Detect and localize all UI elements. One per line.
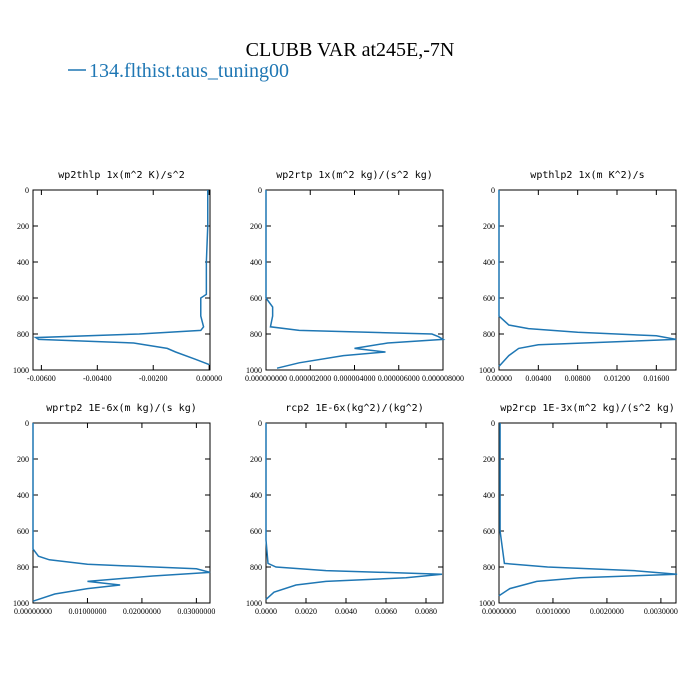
- y-tick-label: 0: [258, 419, 262, 428]
- x-tick-label: 0.00400: [525, 374, 551, 383]
- y-tick-label: 1000: [479, 366, 495, 375]
- y-tick-label: 1000: [13, 599, 29, 608]
- y-tick-label: 400: [250, 491, 262, 500]
- y-tick-label: 0: [491, 419, 495, 428]
- profile-line: [498, 423, 678, 597]
- y-tick-label: 1000: [246, 599, 262, 608]
- x-tick-label: 0.000002000: [289, 374, 331, 383]
- y-tick-label: 800: [250, 563, 262, 572]
- y-tick-label: 200: [250, 455, 262, 464]
- x-tick-label: 0.0080: [415, 607, 437, 616]
- x-tick-label: -0.00200: [139, 374, 168, 383]
- y-tick-label: 600: [250, 527, 262, 536]
- y-tick-label: 800: [483, 563, 495, 572]
- x-tick-label: 0.0020000: [590, 607, 624, 616]
- subplot-title: wp2thlp 1x(m^2 K)/s^2: [58, 170, 184, 181]
- y-tick-label: 600: [483, 294, 495, 303]
- y-tick-label: 600: [17, 294, 29, 303]
- x-tick-label: 0.00000: [196, 374, 222, 383]
- y-tick-label: 400: [483, 258, 495, 267]
- y-tick-label: 800: [250, 330, 262, 339]
- y-tick-label: 400: [483, 491, 495, 500]
- plot-frame: [32, 422, 211, 604]
- subplot-title: wp2rtp 1x(m^2 kg)/(s^2 kg): [276, 170, 433, 181]
- y-tick-label: 0: [25, 419, 29, 428]
- x-tick-label: 0.0030000: [644, 607, 678, 616]
- y-tick-label: 200: [17, 222, 29, 231]
- y-tick-label: 600: [17, 527, 29, 536]
- y-tick-label: 400: [17, 258, 29, 267]
- plot-frame: [498, 422, 677, 604]
- plot-frame: [265, 422, 444, 604]
- profile-line: [265, 423, 443, 600]
- profile-line: [32, 423, 211, 602]
- x-tick-label: 0.00000000: [14, 607, 52, 616]
- profile-line: [33, 190, 210, 366]
- y-tick-label: 1000: [479, 599, 495, 608]
- x-tick-label: 0.0000000: [482, 607, 516, 616]
- plot-frame: [265, 189, 444, 371]
- y-tick-label: 0: [25, 186, 29, 195]
- subplot-title: wp2rcp 1E-3x(m^2 kg)/(s^2 kg): [500, 403, 675, 414]
- y-tick-label: 0: [491, 186, 495, 195]
- x-tick-label: 0.02000000: [123, 607, 161, 616]
- y-tick-label: 400: [250, 258, 262, 267]
- subplot-title: rcp2 1E-6x(kg^2)/(kg^2): [285, 403, 423, 414]
- plot-frame: [32, 189, 211, 371]
- subplot-title: wpthlp2 1x(m K^2)/s: [530, 170, 644, 181]
- y-tick-label: 200: [483, 455, 495, 464]
- x-tick-label: 0.01600: [643, 374, 669, 383]
- x-tick-label: 0.0060: [375, 607, 397, 616]
- x-tick-label: 0.000004000: [334, 374, 376, 383]
- x-tick-label: 0.00000: [486, 374, 512, 383]
- x-tick-label: 0.0040: [335, 607, 357, 616]
- y-tick-label: 1000: [13, 366, 29, 375]
- profile-line: [498, 190, 677, 367]
- x-tick-label: 0.03000000: [177, 607, 215, 616]
- y-tick-label: 200: [483, 222, 495, 231]
- y-tick-label: 0: [258, 186, 262, 195]
- x-tick-label: 0.0000: [255, 607, 277, 616]
- y-tick-label: 1000: [246, 366, 262, 375]
- profile-line: [265, 190, 446, 369]
- y-tick-label: 200: [250, 222, 262, 231]
- y-tick-label: 600: [483, 527, 495, 536]
- x-tick-label: 0.000008000: [422, 374, 464, 383]
- y-tick-label: 800: [17, 563, 29, 572]
- x-tick-label: -0.00400: [83, 374, 112, 383]
- x-tick-label: 0.01000000: [68, 607, 106, 616]
- legend-label: 134.flthist.taus_tuning00: [89, 60, 289, 82]
- y-tick-label: 800: [483, 330, 495, 339]
- y-tick-label: 400: [17, 491, 29, 500]
- y-tick-label: 200: [17, 455, 29, 464]
- y-tick-label: 800: [17, 330, 29, 339]
- x-tick-label: 0.0010000: [536, 607, 570, 616]
- x-tick-label: 0.000000000: [245, 374, 287, 383]
- x-tick-label: 0.000006000: [378, 374, 420, 383]
- x-tick-label: 0.01200: [604, 374, 630, 383]
- x-tick-label: 0.0020: [295, 607, 317, 616]
- y-tick-label: 600: [250, 294, 262, 303]
- subplot-title: wprtp2 1E-6x(m kg)/(s kg): [46, 403, 197, 414]
- x-tick-label: -0.00600: [27, 374, 56, 383]
- x-tick-label: 0.00800: [565, 374, 591, 383]
- chart-title: CLUBB VAR at245E,-7N: [246, 39, 455, 61]
